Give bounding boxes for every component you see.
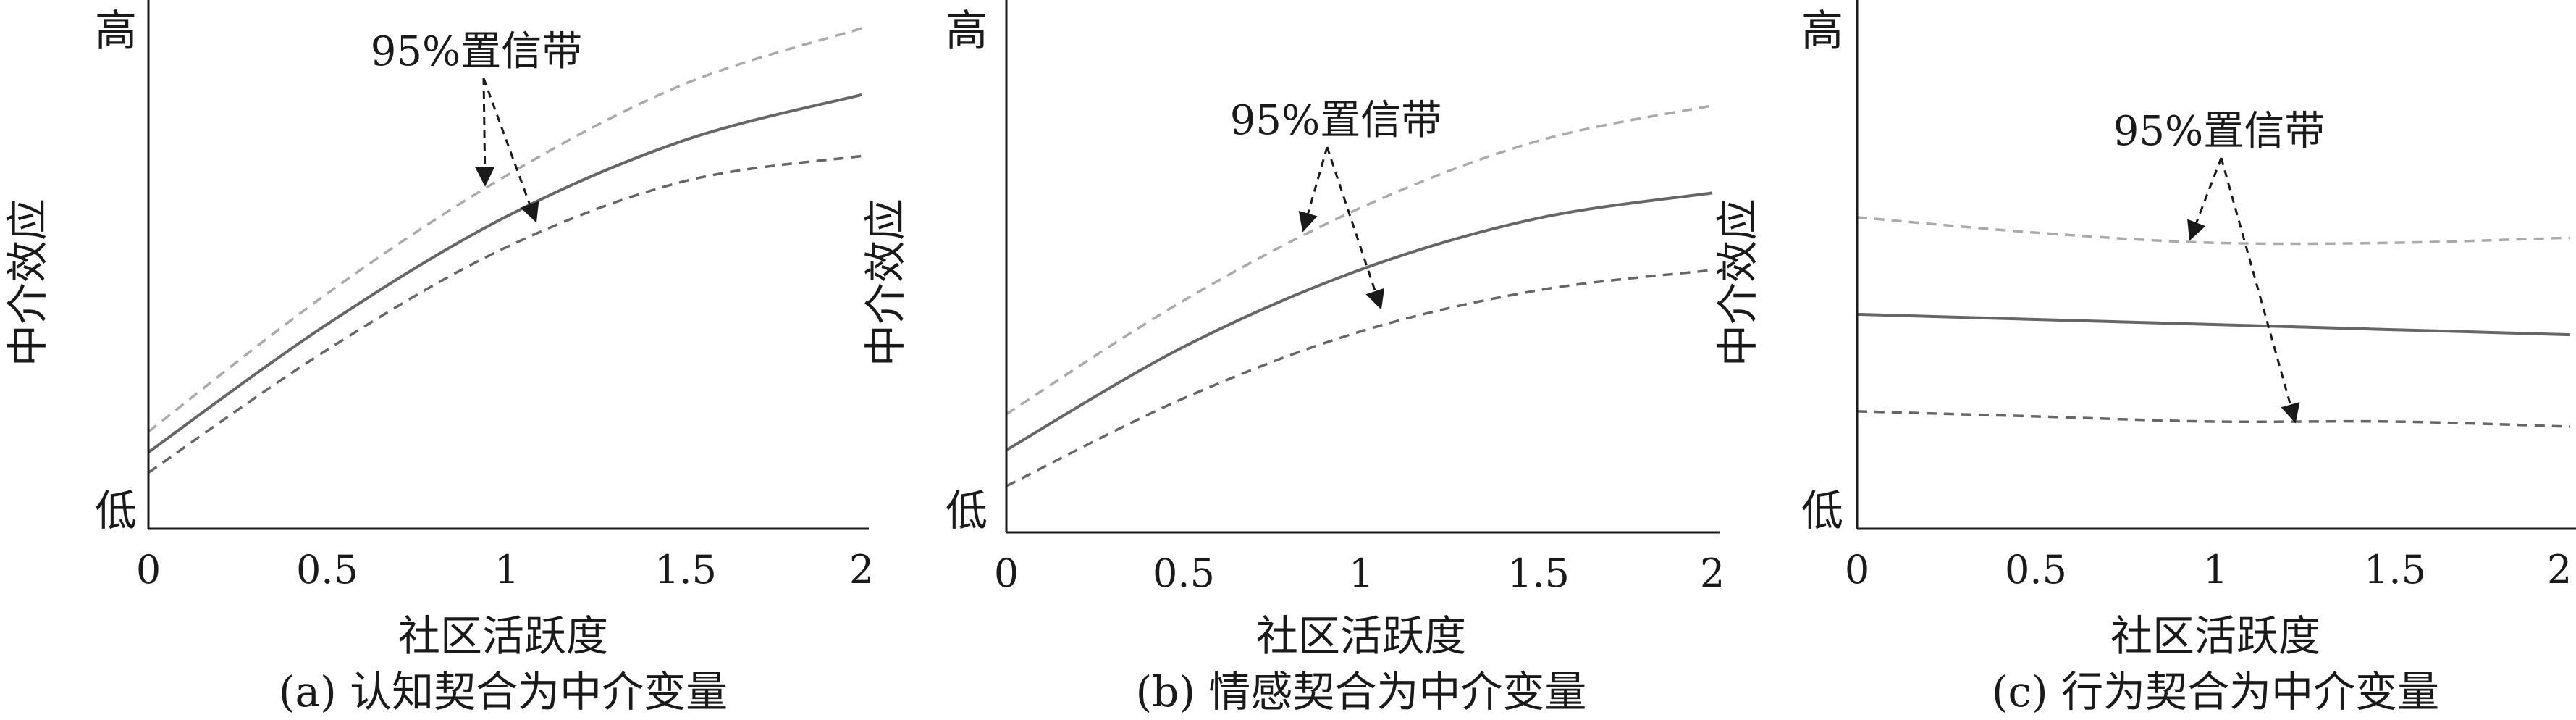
panel-a-y-axis-label: 中介效应 [3, 198, 52, 367]
panel-b-x-tick-0: 0 [994, 551, 1019, 596]
panel-a-x-tick-2: 2 [849, 547, 874, 593]
panel-c-x-tick-1: 1 [2203, 547, 2228, 593]
panel-c-x-tick-0: 0 [1845, 547, 1869, 593]
panel-a-x-tick-1: 1 [494, 547, 519, 593]
panel-a-x-tick-0: 0 [136, 547, 161, 593]
panel-c-arrow-lower [2220, 157, 2300, 424]
panel-c-y-axis-label: 中介效应 [1713, 198, 1762, 367]
panel-a: 高 低 中介效应 0 0.5 1 1.5 2 社区活跃度 (a) 认知契合为中介… [3, 0, 874, 716]
panel-a-upper-band-line [147, 27, 862, 433]
panel-b-y-top-label: 高 [946, 6, 988, 55]
panel-a-x-tick-0.5: 0.5 [296, 547, 358, 593]
panel-c-estimate-line [1856, 312, 2571, 337]
panel-a-estimate-line [147, 93, 862, 453]
panel-a-marks [147, 27, 862, 474]
panel-b-arrow-upper [1298, 146, 1329, 233]
panel-c-marks [1856, 216, 2571, 428]
panel-c-x-tick-0.5: 0.5 [2005, 547, 2067, 593]
panel-a-y-bottom-label: 低 [95, 486, 137, 535]
panel-b-x-axis-label: 社区活跃度 [1256, 611, 1466, 661]
panel-a-arrow-lower [482, 78, 539, 223]
panel-b: 高 低 中介效应 0 0.5 1 1.5 2 社区活跃度 (b) 情感契合为中介… [861, 0, 1725, 716]
panel-c-confidence-band-label: 95%置信带 [2113, 108, 2325, 155]
panel-a-x-axis-label: 社区活跃度 [398, 611, 608, 661]
panel-b-x-tick-0.5: 0.5 [1153, 551, 1215, 596]
panel-b-x-tick-2: 2 [1700, 551, 1725, 596]
panel-b-arrow-lower [1326, 146, 1385, 310]
panel-b-upper-band-line [1006, 104, 1713, 416]
panel-a-caption: (a) 认知契合为中介变量 [279, 667, 728, 716]
panel-c-caption: (c) 行为契合为中介变量 [1992, 667, 2439, 716]
panel-b-confidence-band-label: 95%置信带 [1230, 97, 1441, 144]
panel-c-x-tick-1.5: 1.5 [2364, 547, 2426, 593]
panel-c-x-tick-2: 2 [2547, 547, 2572, 593]
panel-b-x-tick-1.5: 1.5 [1507, 551, 1570, 596]
panel-b-caption: (b) 情感契合为中介变量 [1136, 667, 1587, 716]
panel-c-lower-band-line [1856, 410, 2571, 428]
panel-a-x-tick-1.5: 1.5 [654, 547, 717, 593]
panel-b-y-bottom-label: 低 [946, 486, 988, 535]
panel-b-x-tick-1: 1 [1349, 551, 1373, 596]
panel-c-arrow-upper [2187, 157, 2223, 241]
panel-a-arrow-upper [475, 78, 495, 187]
panel-c-upper-band-line [1856, 216, 2571, 246]
panel-a-y-top-label: 高 [95, 6, 137, 55]
panel-c-y-top-label: 高 [1801, 6, 1843, 55]
panel-b-marks [1005, 104, 1713, 487]
panel-b-lower-band-line [1006, 269, 1713, 487]
panel-c-y-bottom-label: 低 [1801, 486, 1843, 535]
panel-b-y-axis-label: 中介效应 [861, 198, 910, 367]
panel-a-lower-band-line [148, 154, 862, 474]
panel-a-confidence-band-label: 95%置信带 [371, 28, 582, 75]
panel-b-estimate-line [1005, 191, 1713, 452]
panel-c-x-axis-label: 社区活跃度 [2110, 611, 2320, 661]
panel-c: 高 低 中介效应 0 0.5 1 1.5 2 社区活跃度 (c) 行为契合为中介… [1713, 0, 2576, 716]
